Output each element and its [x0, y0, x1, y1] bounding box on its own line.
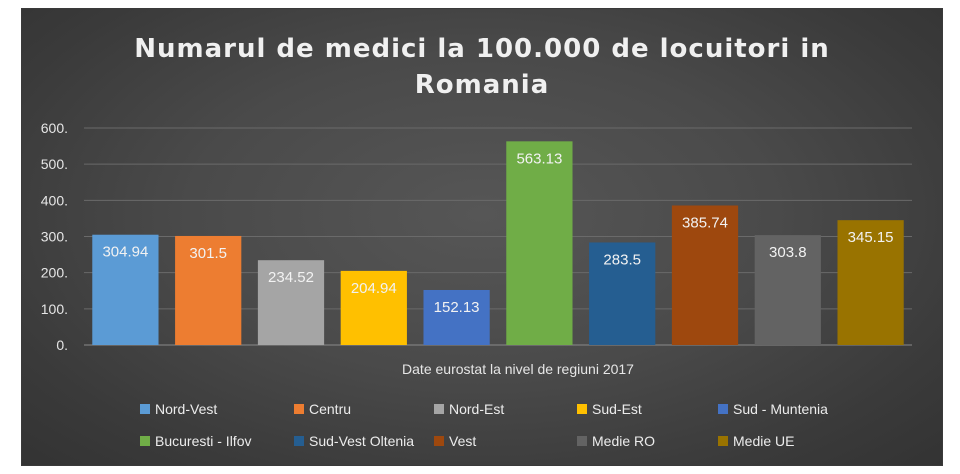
data-label: 345.15 — [848, 229, 894, 246]
data-label: 301.5 — [189, 245, 227, 262]
legend-label: Nord-Est — [449, 401, 505, 417]
legend-swatch — [577, 404, 587, 414]
legend-item: Nord-Vest — [140, 399, 217, 419]
bar — [506, 141, 573, 345]
x-axis-title: Date eurostat la nivel de regiuni 2017 — [402, 361, 634, 377]
legend-item: Sud-Vest Oltenia — [294, 431, 414, 451]
legend-swatch — [577, 436, 587, 446]
bar — [837, 220, 904, 345]
data-label: 303.8 — [769, 244, 807, 261]
bar — [92, 234, 159, 345]
legend-item: Sud-Est — [577, 399, 642, 419]
legend-item: Medie UE — [718, 431, 794, 451]
legend-item: Bucuresti - Ilfov — [140, 431, 251, 451]
legend-label: Bucuresti - Ilfov — [155, 433, 252, 449]
y-tick-label: 500. — [41, 156, 68, 172]
bar — [257, 260, 325, 345]
legend-label: Centru — [309, 401, 352, 417]
bar — [754, 235, 821, 345]
legend-label: Medie UE — [733, 433, 795, 449]
data-label: 152.13 — [434, 299, 480, 316]
plot-area: 0. 100. 200. 300. 400. 500. 600. 304.94 301.5 234… — [41, 120, 912, 377]
chart-title-line-2: Romania — [414, 70, 550, 100]
legend-item: Medie RO — [577, 431, 655, 451]
legend-label: Vest — [449, 433, 477, 449]
legend-swatch — [294, 436, 304, 446]
legend-item: Nord-Est — [434, 399, 504, 419]
chart-title: Numarul de medici la 100.000 de locuitor… — [22, 31, 942, 103]
y-tick-label: 0. — [56, 337, 68, 353]
data-label: 385.74 — [682, 214, 728, 231]
bar — [423, 289, 490, 345]
legend-swatch — [718, 404, 728, 414]
bar — [589, 242, 656, 345]
legend-item: Sud - Muntenia — [718, 399, 828, 419]
bar — [671, 205, 739, 345]
legend-swatch — [140, 436, 150, 446]
legend-label: Nord-Vest — [155, 401, 218, 417]
legend-label: Sud - Muntenia — [733, 401, 828, 417]
chart-title-line-1: Numarul de medici la 100.000 de locuitor… — [134, 34, 830, 64]
bar — [340, 270, 407, 345]
legend-swatch — [434, 436, 444, 446]
legend-swatch — [434, 404, 444, 414]
y-tick-label: 200. — [41, 265, 68, 281]
y-tick-label: 600. — [41, 120, 68, 136]
data-label: 563.13 — [516, 150, 562, 167]
bar — [175, 235, 242, 345]
y-tick-label: 300. — [41, 229, 68, 245]
legend-label: Sud-Vest Oltenia — [309, 433, 415, 449]
legend-label: Medie RO — [592, 433, 656, 449]
data-label: 304.94 — [102, 244, 148, 261]
y-tick-label: 100. — [41, 301, 68, 317]
legend-swatch — [718, 436, 728, 446]
legend-item: Centru — [294, 399, 351, 419]
chart-area: Numarul de medici la 100.000 de locuitor… — [21, 8, 943, 466]
data-label: 204.94 — [351, 280, 397, 297]
legend-label: Sud-Est — [592, 401, 642, 417]
legend-swatch — [294, 404, 304, 414]
legend-item: Vest — [434, 431, 476, 451]
legend-swatch — [140, 404, 150, 414]
data-label: 283.5 — [603, 251, 641, 268]
y-tick-label: 400. — [41, 192, 68, 208]
data-label: 234.52 — [268, 269, 314, 286]
